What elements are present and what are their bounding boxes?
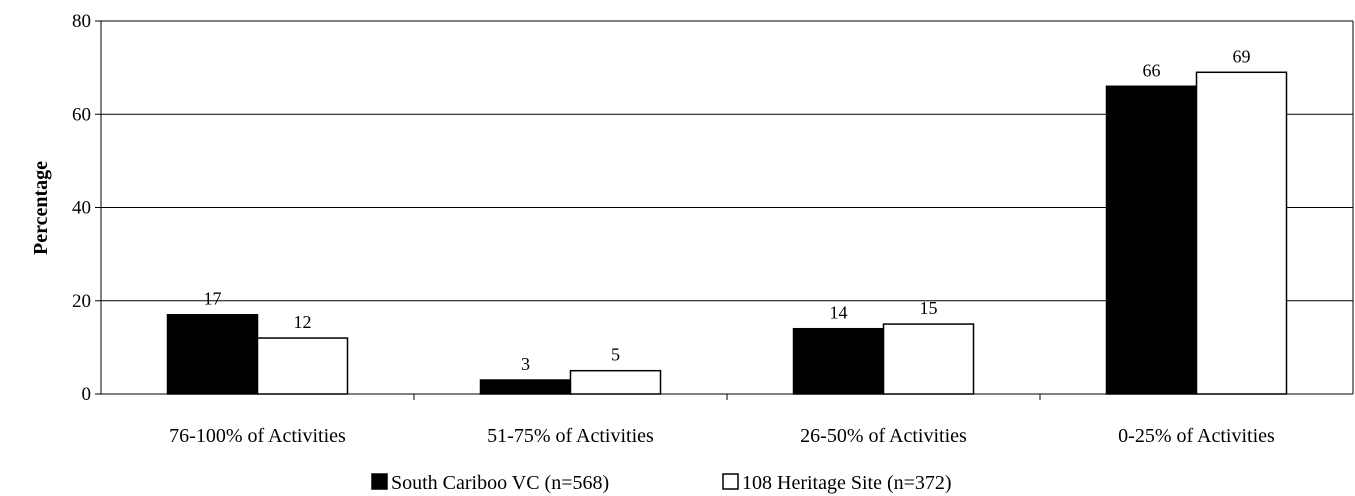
bar-series-2-cat-4 [1195, 71, 1288, 395]
bar-series-2-cat-1 [256, 337, 349, 395]
legend-label-series-2: 108 Heritage Site (n=372) [742, 472, 952, 494]
data-label: 12 [294, 312, 312, 332]
bar-series-1-cat-2 [479, 379, 572, 395]
data-label: 66 [1143, 60, 1161, 80]
axes: 0 20 40 60 80 76-100% of Activities 51-75% of … [72, 11, 1354, 447]
data-label: 3 [521, 354, 530, 374]
data-label: 5 [611, 345, 620, 365]
legend-swatch-series-1 [371, 473, 388, 490]
bar-series-2-cat-3 [882, 323, 975, 395]
y-tick-label: 60 [72, 104, 91, 125]
y-tick-label: 40 [72, 198, 91, 219]
bars [166, 71, 1288, 395]
y-tick-label: 0 [82, 384, 92, 405]
data-label: 17 [204, 289, 222, 309]
x-category-label: 76-100% of Activities [169, 425, 346, 447]
legend: South Cariboo VC (n=568) 108 Heritage Sit… [371, 472, 952, 494]
bar-series-1-cat-1 [166, 313, 259, 395]
y-axis-title: Percentage [30, 161, 52, 255]
legend-label-series-1: South Cariboo VC (n=568) [391, 472, 609, 494]
bar-series-2-cat-2 [569, 369, 662, 395]
data-label: 15 [920, 298, 938, 318]
data-label: 69 [1233, 46, 1251, 66]
bar-series-1-cat-4 [1105, 85, 1198, 395]
data-label: 14 [830, 303, 848, 323]
y-tick-label: 80 [72, 11, 91, 32]
data-labels: 17 12 3 5 14 15 66 69 [204, 46, 1251, 374]
x-category-label: 26-50% of Activities [800, 425, 967, 447]
legend-swatch-series-2 [722, 473, 739, 490]
bar-series-1-cat-3 [792, 327, 885, 395]
x-category-label: 0-25% of Activities [1118, 425, 1275, 447]
y-tick-label: 20 [72, 291, 91, 312]
x-category-label: 51-75% of Activities [487, 425, 654, 447]
